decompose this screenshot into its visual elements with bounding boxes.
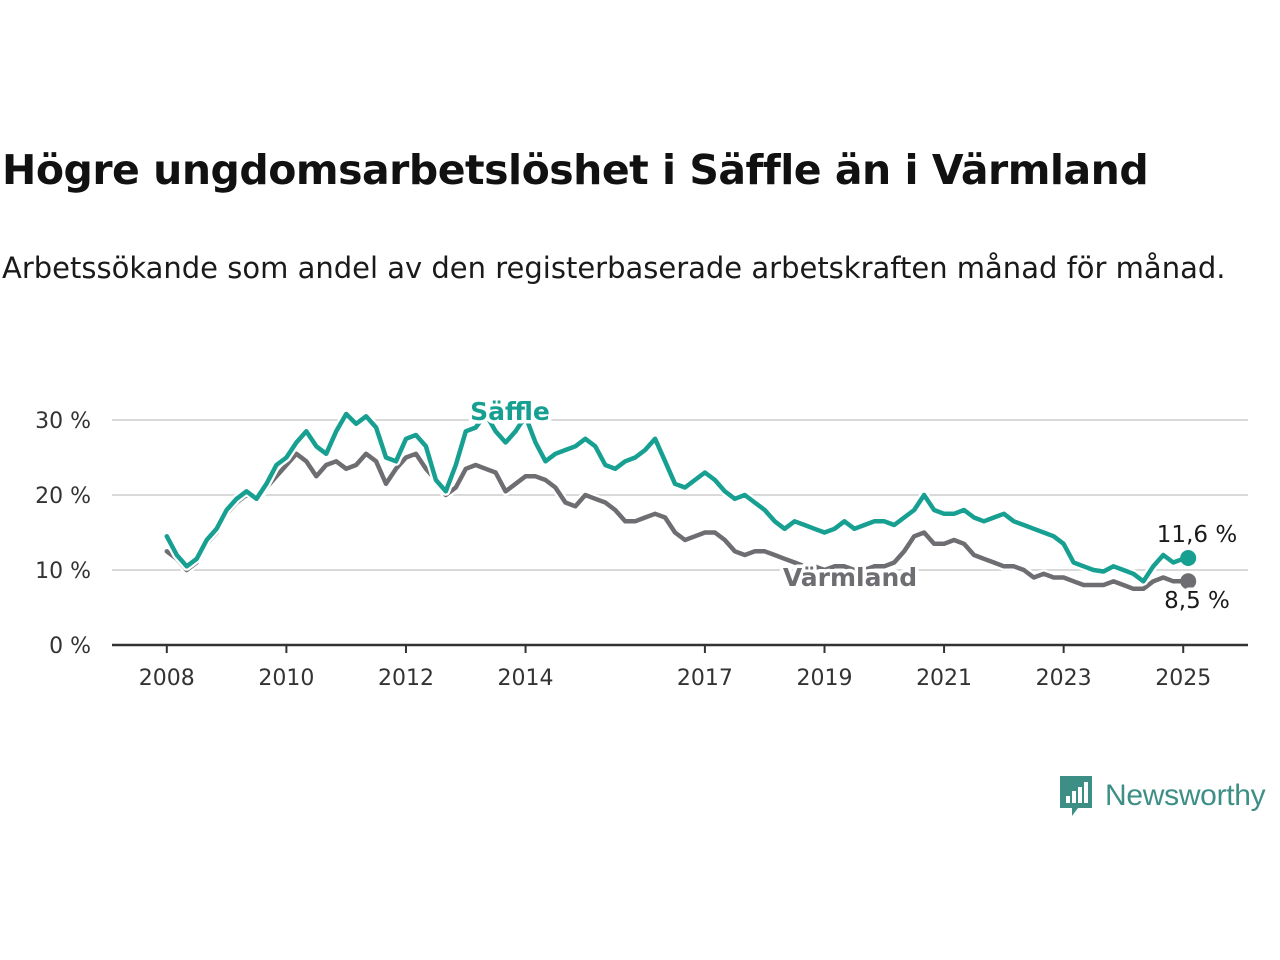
series-lines <box>162 409 1197 594</box>
end-label-saffle-halo: 11,6 % <box>1157 522 1237 548</box>
line-chart: 0 % 10 % 20 % 30 % 2008 2010 2012 2014 2017 2019… <box>35 394 1248 691</box>
x-tick-label: 2017 <box>677 666 733 691</box>
series-name-varmland-halo: Värmland <box>783 563 917 592</box>
series-name-varmland: Värmland <box>783 563 917 592</box>
end-label-saffle-group: 11,6 %11,6 % <box>1153 519 1240 552</box>
x-tick-label: 2012 <box>378 666 434 691</box>
series-name-saffle-halo: Säffle <box>470 397 550 426</box>
x-tick-label: 2025 <box>1155 666 1211 691</box>
x-tick-label: 2010 <box>258 666 314 691</box>
series-line-saffle[interactable] <box>164 411 1191 584</box>
x-tick-label: 2014 <box>498 666 554 691</box>
series-name-saffle: Säffle <box>470 397 550 426</box>
x-axis-ticks: 2008 2010 2012 2014 2017 2019 2021 2023 2025 <box>112 643 1248 691</box>
series-halo-saffle <box>162 409 1193 586</box>
end-label-varmland-halo: 8,5 % <box>1164 588 1230 614</box>
newsworthy-bar-chart-icon <box>1060 776 1092 816</box>
newsworthy-logo[interactable]: Newsworthy <box>1058 773 1266 819</box>
brand-name: Newsworthy <box>1105 779 1266 812</box>
y-axis-ticks: 0 % 10 % 20 % 30 % <box>35 409 91 659</box>
end-label-varmland: 8,5 % <box>1164 588 1230 614</box>
chart-title: Högre ungdomsarbetslöshet i Säffle än i … <box>2 146 1149 194</box>
y-tick-label: 0 % <box>49 634 91 659</box>
series-line-varmland[interactable] <box>164 451 1191 592</box>
y-tick-label: 30 % <box>35 409 91 434</box>
grid-lines <box>112 419 1248 571</box>
y-tick-label: 10 % <box>35 559 91 584</box>
end-point-saffle[interactable] <box>1180 550 1197 566</box>
end-label-saffle: 11,6 % <box>1157 522 1237 548</box>
x-tick-label: 2019 <box>796 666 852 691</box>
x-tick-label: 2023 <box>1036 666 1092 691</box>
end-point-varmland[interactable] <box>1180 573 1197 590</box>
x-tick-label: 2021 <box>916 666 972 691</box>
x-tick-label: 2008 <box>139 666 195 691</box>
chart-subtitle: Arbetssökande som andel av den registerb… <box>2 251 1226 285</box>
end-label-varmland-group: 8,5 %8,5 % <box>1161 585 1234 618</box>
y-tick-label: 20 % <box>35 484 91 509</box>
